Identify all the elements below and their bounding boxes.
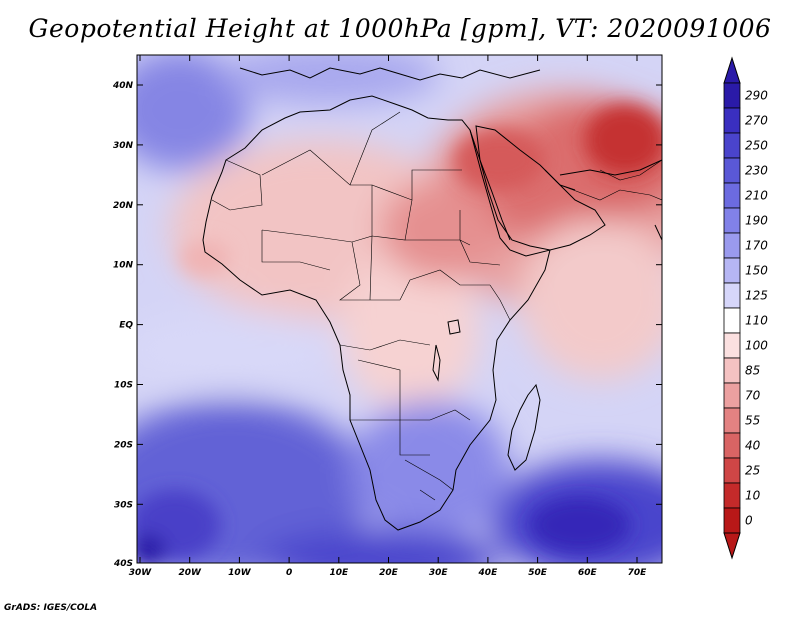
colorbar-swatch xyxy=(723,357,741,384)
colorbar-label: 0 xyxy=(745,514,753,528)
lon-label: 30W xyxy=(129,568,153,578)
colorbar-label: 85 xyxy=(745,364,760,378)
colorbar-swatch xyxy=(723,307,741,334)
height-field-shading xyxy=(137,55,662,563)
lon-label: 20W xyxy=(178,568,202,578)
iran-coastline xyxy=(559,159,662,176)
colorbar-swatch xyxy=(723,282,741,309)
colorbar-label: 250 xyxy=(745,139,768,153)
lat-label: 20S xyxy=(114,440,133,450)
colorbar-swatch xyxy=(723,407,741,434)
map-title: Geopotential Height at 1000hPa [gpm], VT… xyxy=(28,14,772,43)
colorbar-bottom-arrow xyxy=(723,532,741,560)
lon-label: 60E xyxy=(578,568,598,578)
colorbar-label: 170 xyxy=(745,239,768,253)
colorbar-swatch xyxy=(723,482,741,509)
colorbar-label: 190 xyxy=(745,214,768,228)
colorbar-swatch xyxy=(723,82,741,109)
lat-label: 10S xyxy=(114,381,133,391)
coastlines xyxy=(202,67,662,531)
lon-label: 30E xyxy=(429,568,449,578)
colorbar: 2902702502302101901701501251101008570554… xyxy=(723,56,768,560)
europe-coastline xyxy=(239,67,541,81)
colorbar-label: 25 xyxy=(745,464,760,478)
colorbar-swatch xyxy=(723,457,741,484)
lat-label: 40N xyxy=(112,81,134,91)
colorbar-label: 100 xyxy=(745,339,768,353)
africa-coastline xyxy=(202,95,551,531)
colorbar-label: 150 xyxy=(745,264,768,278)
colorbar-label: 70 xyxy=(745,389,761,403)
colorbar-label: 110 xyxy=(745,314,768,328)
lat-label: 30N xyxy=(113,141,134,151)
colorbar-swatch xyxy=(723,157,741,184)
colorbar-swatch xyxy=(723,182,741,209)
lake-tanganyika xyxy=(432,344,441,382)
lon-label: 10E xyxy=(329,568,349,578)
colorbar-swatch xyxy=(723,132,741,159)
plot-frame xyxy=(136,54,663,564)
colorbar-swatch xyxy=(723,507,741,534)
country-borders xyxy=(211,111,662,501)
lon-label: 20E xyxy=(379,568,399,578)
red-sea xyxy=(469,129,511,241)
colorbar-swatch xyxy=(723,107,741,134)
colorbar-swatch xyxy=(723,432,741,459)
colorbar-swatch xyxy=(723,332,741,359)
lake-victoria xyxy=(447,319,461,335)
colorbar-label: 55 xyxy=(745,414,760,428)
colorbar-top-arrow xyxy=(723,56,741,84)
lat-label: EQ xyxy=(119,321,133,331)
colorbar-label: 290 xyxy=(745,89,768,103)
lon-label: 70E xyxy=(628,568,648,578)
lat-label: 40S xyxy=(113,559,133,569)
colorbar-swatch xyxy=(723,382,741,409)
colorbar-swatch xyxy=(723,207,741,234)
colorbar-label: 270 xyxy=(745,114,768,128)
lat-label: 10N xyxy=(113,261,134,271)
lat-label: 30S xyxy=(114,500,133,510)
lon-label: 40E xyxy=(478,568,499,578)
arabia-coastline xyxy=(475,125,606,251)
colorbar-label: 125 xyxy=(745,289,768,303)
colorbar-label: 40 xyxy=(745,439,761,453)
lon-label: 10W xyxy=(228,568,252,578)
colorbar-swatch xyxy=(723,257,741,284)
lat-label: 20N xyxy=(113,201,134,211)
lon-label: 0 xyxy=(286,568,292,578)
india-coastline xyxy=(654,224,662,241)
colorbar-label: 210 xyxy=(745,189,768,203)
colorbar-label: 10 xyxy=(745,489,761,503)
grads-credit: GrADS: IGES/COLA xyxy=(4,603,98,613)
madagascar-coastline xyxy=(507,383,541,471)
colorbar-label: 230 xyxy=(745,164,768,178)
colorbar-swatch xyxy=(723,232,741,259)
lon-label: 50E xyxy=(528,568,548,578)
